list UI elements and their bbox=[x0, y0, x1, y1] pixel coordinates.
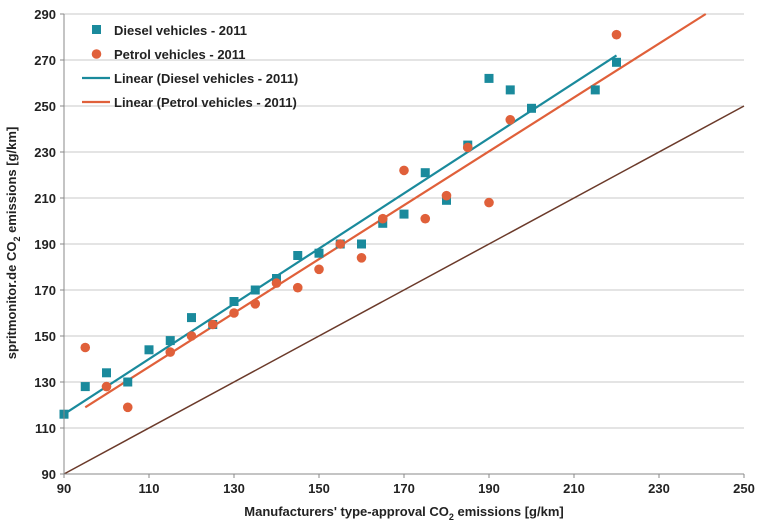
diesel-point bbox=[293, 251, 303, 260]
legend-diesel-marker bbox=[92, 25, 101, 34]
legend-label: Petrol vehicles - 2011 bbox=[114, 47, 246, 62]
legend-label: Linear (Petrol vehicles - 2011) bbox=[114, 95, 297, 110]
y-axis-label: spritmonitor.de CO2 emissions [g/km] bbox=[4, 127, 22, 360]
x-tick-label-130: 130 bbox=[223, 481, 245, 496]
petrol-point bbox=[399, 165, 409, 176]
diesel-point bbox=[314, 248, 324, 258]
petrol-point bbox=[441, 190, 452, 201]
diesel-point bbox=[505, 85, 515, 95]
reference-line bbox=[63, 105, 745, 475]
y-tick-label-130: 130 bbox=[34, 375, 56, 390]
diesel-point bbox=[250, 285, 260, 295]
petrol-point bbox=[229, 308, 239, 318]
diesel-point bbox=[144, 345, 154, 355]
x-tick-label-190: 190 bbox=[478, 481, 500, 496]
petrol-point bbox=[505, 115, 516, 125]
reference-line-layer bbox=[63, 105, 745, 475]
diesel-point bbox=[357, 239, 366, 249]
y-tick-label-250: 250 bbox=[34, 99, 56, 114]
petrol-point bbox=[356, 252, 367, 263]
diesel-point bbox=[527, 103, 536, 113]
y-tick-label-170: 170 bbox=[34, 283, 56, 298]
petrol-trendline bbox=[84, 13, 707, 409]
diesel-point bbox=[590, 85, 600, 95]
petrol-point bbox=[611, 29, 622, 40]
legend-label: Linear (Diesel vehicles - 2011) bbox=[114, 71, 298, 86]
diesel-point bbox=[399, 209, 409, 219]
diesel-point bbox=[612, 57, 621, 67]
petrol-point bbox=[80, 342, 91, 353]
y-tick-label-270: 270 bbox=[34, 53, 56, 68]
x-tick-label-250: 250 bbox=[733, 481, 755, 496]
x-tick-label-170: 170 bbox=[393, 481, 415, 496]
diesel-point bbox=[229, 297, 239, 306]
legend-label: Diesel vehicles - 2011 bbox=[114, 23, 247, 38]
petrol-point bbox=[207, 319, 218, 330]
petrol-point bbox=[314, 264, 324, 275]
x-tick-label-150: 150 bbox=[308, 481, 330, 496]
y-tick-label-190: 190 bbox=[34, 237, 56, 252]
diesel-point bbox=[420, 168, 430, 178]
diesel-point bbox=[484, 73, 494, 83]
petrol-point bbox=[186, 331, 197, 341]
grid-lines bbox=[64, 13, 744, 429]
y-tick-label-90: 90 bbox=[42, 467, 56, 482]
diesel-point bbox=[80, 382, 90, 392]
y-tick-label-290: 290 bbox=[34, 7, 56, 22]
y-tick-label-150: 150 bbox=[34, 329, 56, 344]
petrol-point bbox=[122, 402, 133, 413]
x-tick-labels: 90 110 130 150 170 190 210 230 250 bbox=[57, 474, 755, 496]
petrol-point bbox=[335, 239, 346, 249]
trendlines bbox=[63, 13, 707, 416]
petrol-point bbox=[250, 299, 261, 309]
y-tick-label-230: 230 bbox=[34, 145, 56, 160]
diesel-trendline bbox=[63, 54, 618, 416]
legend: Diesel vehicles - 2011 Petrol vehicles - … bbox=[82, 23, 298, 110]
petrol-point bbox=[101, 381, 112, 392]
x-tick-label-110: 110 bbox=[139, 481, 160, 496]
petrol-point bbox=[484, 197, 494, 208]
diesel-point bbox=[102, 368, 111, 378]
petrol-point bbox=[165, 347, 176, 357]
petrol-point bbox=[420, 213, 431, 224]
petrol-point bbox=[292, 282, 303, 293]
x-tick-label-210: 210 bbox=[563, 481, 585, 496]
y-tick-label-210: 210 bbox=[34, 191, 56, 206]
petrol-point bbox=[271, 278, 282, 288]
diesel-point bbox=[187, 313, 196, 323]
data-points bbox=[59, 29, 622, 419]
diesel-point bbox=[123, 377, 133, 387]
diesel-point bbox=[165, 336, 175, 346]
x-tick-label-230: 230 bbox=[648, 481, 670, 496]
petrol-point bbox=[462, 142, 473, 153]
y-tick-label-110: 110 bbox=[35, 421, 56, 436]
petrol-point bbox=[377, 213, 388, 224]
legend-petrol-marker bbox=[91, 49, 102, 59]
x-axis-label: Manufacturers' type-approval CO2 emissio… bbox=[244, 504, 563, 522]
x-tick-label-90: 90 bbox=[57, 481, 71, 496]
y-tick-labels: 90 110 130 150 170 190 210 230 250 270 290 bbox=[34, 7, 64, 482]
